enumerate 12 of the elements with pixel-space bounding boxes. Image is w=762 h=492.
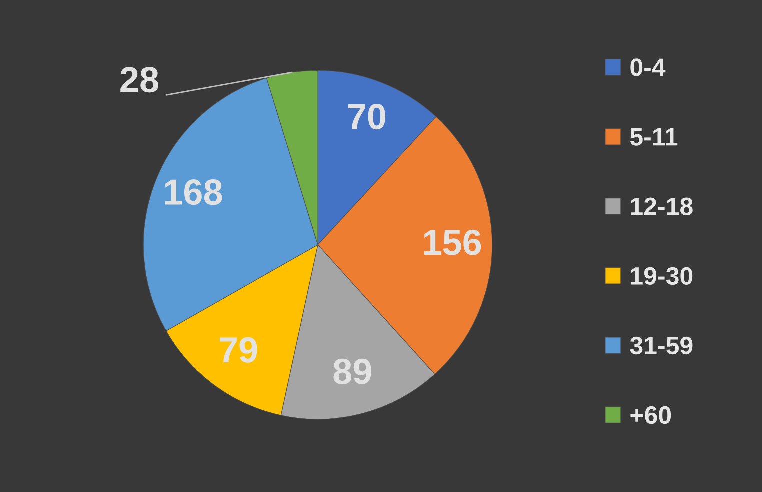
data-label: 89: [334, 358, 372, 384]
legend-label: 31-59: [630, 336, 693, 355]
data-label: 28: [120, 67, 158, 93]
legend-label: 19-30: [631, 267, 693, 286]
legend-label: +60: [630, 406, 672, 424]
data-label: 168: [165, 180, 222, 206]
data-label: 70: [348, 104, 386, 130]
legend-label: 0-4: [630, 58, 666, 76]
legend-label: 12-18: [631, 198, 693, 216]
legend-label: 5-11: [630, 128, 678, 146]
data-label: 156: [424, 230, 482, 256]
data-label: 79: [220, 337, 258, 363]
